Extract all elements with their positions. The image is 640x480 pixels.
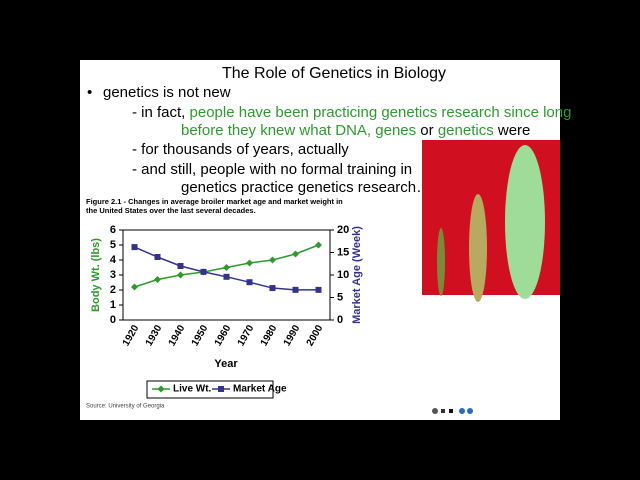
text: were (494, 122, 531, 139)
point (223, 273, 230, 280)
point (292, 250, 299, 258)
chart-caption: Figure 2.1 - Changes in average broiler … (86, 197, 343, 206)
point (177, 271, 184, 279)
point (177, 263, 184, 269)
text: before they knew what DNA, genes (181, 122, 416, 139)
x-axis-title: Year (214, 358, 238, 370)
bullet-dot: • (87, 84, 92, 101)
y-tick-label: 5 (110, 239, 116, 251)
legend-label: Market Age (233, 384, 287, 395)
y-tick-label: 3 (110, 269, 116, 281)
y-tick-label: 2 (110, 284, 116, 296)
sub-bullet-cont: genetics practice genetics research… (181, 179, 431, 196)
point (157, 385, 165, 393)
point (315, 286, 322, 293)
y2-axis-title: Market Age (Week) (351, 226, 363, 324)
player-controls[interactable] (432, 408, 473, 414)
y2-tick-label: 0 (337, 314, 343, 326)
corn-photo (422, 140, 560, 302)
sub-bullet: - for thousands of years, actually (132, 141, 349, 158)
point (200, 268, 207, 275)
point (154, 276, 161, 283)
slide-title: The Role of Genetics in Biology (222, 65, 446, 82)
y2-tick-label: 10 (337, 269, 349, 281)
point (223, 264, 230, 271)
point (218, 386, 224, 392)
legend (146, 380, 274, 399)
point (246, 259, 253, 267)
sub-bullet: - in fact, people have been practicing g… (132, 104, 571, 121)
y-axis-title: Body Wt. (lbs) (90, 238, 102, 312)
text: - in fact, (132, 104, 190, 121)
point (269, 256, 276, 264)
point (315, 241, 322, 249)
y-tick-label: 6 (110, 224, 116, 236)
text: or (416, 122, 438, 139)
y2-tick-label: 20 (337, 224, 349, 236)
point (246, 279, 253, 286)
bullet: genetics is not new (103, 84, 231, 101)
y2-tick-label: 15 (337, 246, 349, 258)
chart-caption: the United States over the last several … (86, 206, 256, 215)
point (154, 254, 161, 260)
point (269, 285, 276, 292)
y2-tick-label: 5 (337, 291, 343, 303)
point (292, 286, 299, 293)
y-tick-label: 0 (110, 314, 116, 326)
text: people have been practicing genetics res… (190, 104, 572, 121)
y-tick-label: 4 (110, 254, 117, 266)
legend-label: Live Wt. (173, 384, 212, 395)
sub-bullet-cont: before they knew what DNA, genes or gene… (181, 122, 530, 139)
y-tick-label: 1 (110, 299, 116, 311)
point (131, 283, 138, 291)
point (131, 244, 138, 251)
text: genetics (438, 122, 494, 139)
source: Source: University of Georgia (86, 404, 165, 410)
sub-bullet: - and still, people with no formal train… (132, 161, 412, 178)
